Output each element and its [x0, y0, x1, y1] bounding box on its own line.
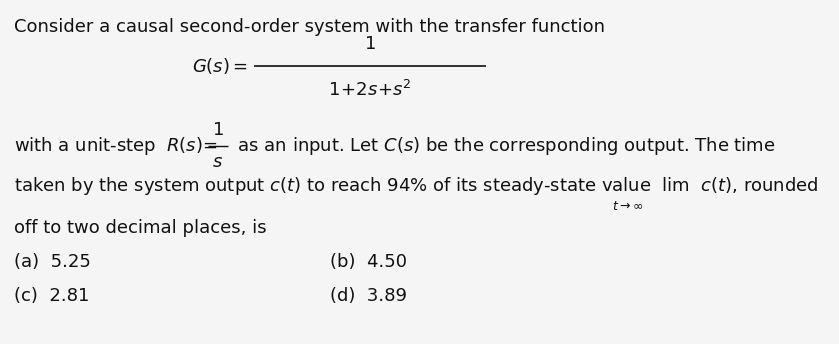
Text: as an input. Let $\mathit{C}(\mathit{s})$ be the corresponding output. The time: as an input. Let $\mathit{C}(\mathit{s})…: [232, 135, 775, 157]
Text: Consider a causal second-order system with the transfer function: Consider a causal second-order system wi…: [14, 18, 605, 36]
Text: taken by the system output $\mathit{c}(\mathit{t})$ to reach 94% of its steady-s: taken by the system output $\mathit{c}(\…: [14, 175, 819, 197]
Text: $1\!+\!2\mathit{s}\!+\!\mathit{s}^{2}$: $1\!+\!2\mathit{s}\!+\!\mathit{s}^{2}$: [328, 80, 412, 100]
Text: off to two decimal places, is: off to two decimal places, is: [14, 219, 267, 237]
Text: (a)  5.25: (a) 5.25: [14, 253, 91, 271]
Text: (b)  4.50: (b) 4.50: [330, 253, 407, 271]
Text: (d)  3.89: (d) 3.89: [330, 287, 407, 305]
Text: $\mathit{G}(\mathit{s})=$: $\mathit{G}(\mathit{s})=$: [192, 56, 248, 76]
Text: $\mathit{s}$: $\mathit{s}$: [212, 153, 223, 171]
Text: (c)  2.81: (c) 2.81: [14, 287, 90, 305]
Text: $1$: $1$: [364, 35, 376, 53]
Text: $1$: $1$: [212, 121, 224, 139]
Text: $t \to \infty$: $t \to \infty$: [612, 200, 644, 213]
Text: with a unit-step  $\mathit{R}(\mathit{s})\!=\!$: with a unit-step $\mathit{R}(\mathit{s})…: [14, 135, 218, 157]
